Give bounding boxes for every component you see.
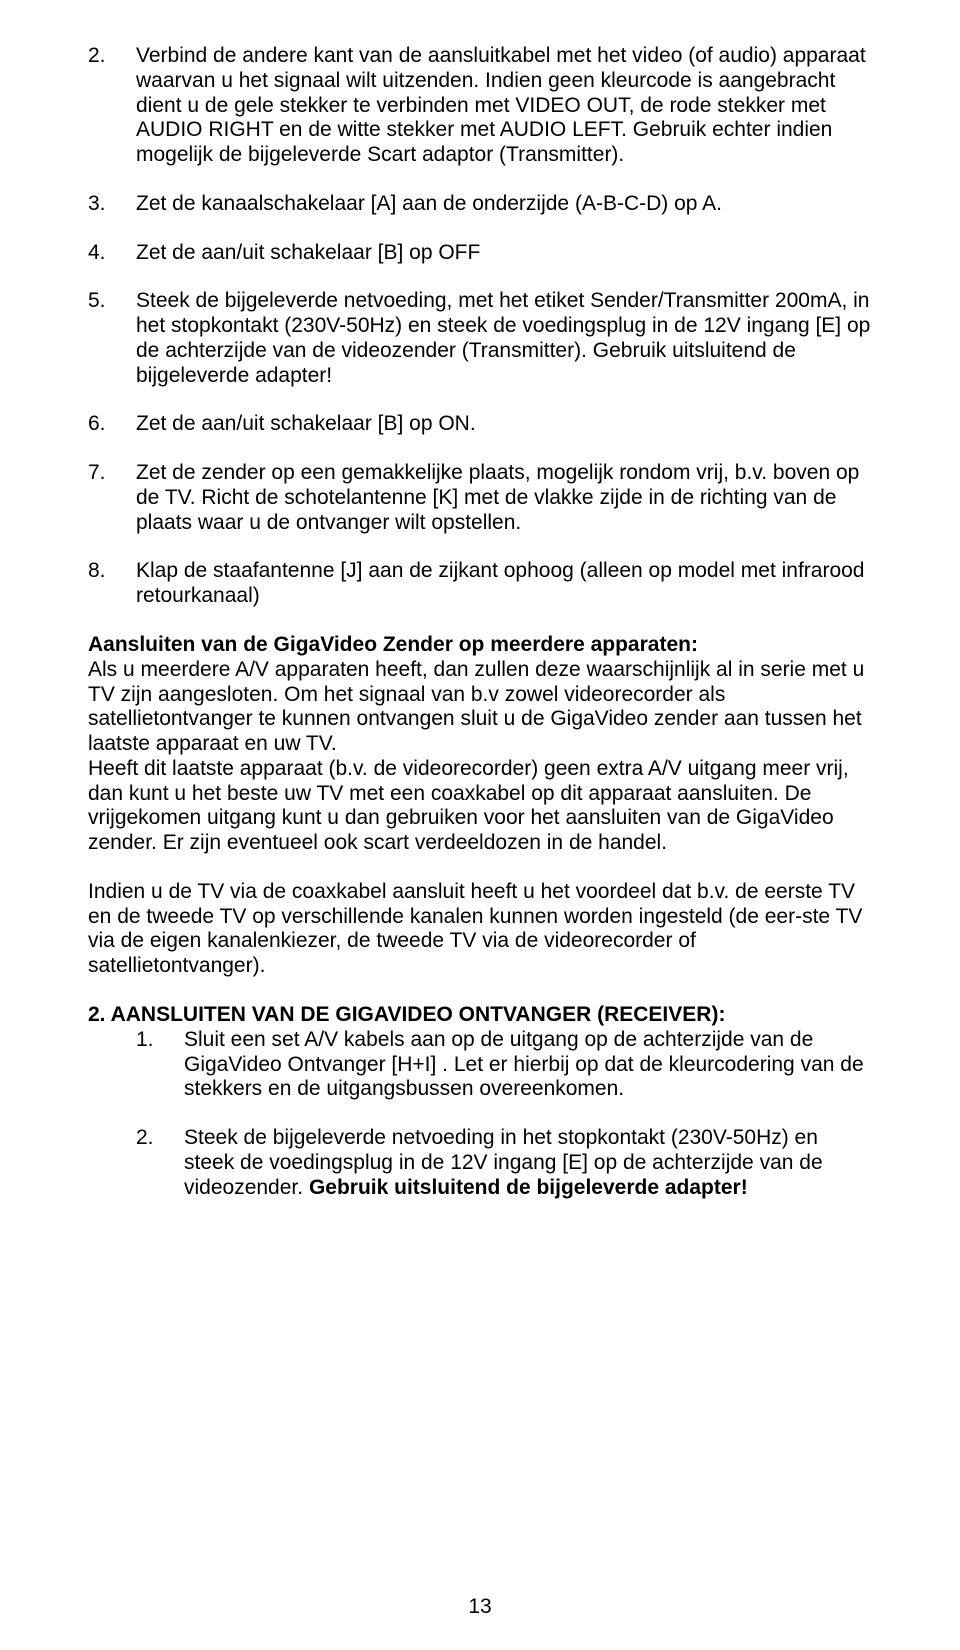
list-text: Zet de zender op een gemakkelijke plaats… [136,461,872,535]
list-number: 7. [88,461,136,535]
section-paragraph-2: Indien u de TV via de coaxkabel aansluit… [88,880,872,979]
list-number: 6. [88,412,136,437]
list-text: Sluit een set A/V kabels aan op de uitga… [184,1028,872,1102]
list-item: 1. Sluit een set A/V kabels aan op de ui… [88,1028,872,1102]
instruction-list-1: 2. Verbind de andere kant van de aanslui… [88,44,872,609]
list-text: Steek de bijgeleverde netvoeding in het … [184,1126,872,1200]
list-item: 3. Zet de kanaalschakelaar [A] aan de on… [88,192,872,217]
list-text-bold: Gebruik uitsluitend de bijgeleverde adap… [309,1176,748,1199]
list-item: 4. Zet de aan/uit schakelaar [B] op OFF [88,241,872,266]
list-item: 2. Verbind de andere kant van de aanslui… [88,44,872,168]
list-number: 5. [88,289,136,388]
list-number: 2. [88,44,136,168]
list-text: Steek de bijgeleverde netvoeding, met he… [136,289,872,388]
list-item: 5. Steek de bijgeleverde netvoeding, met… [88,289,872,388]
list-number: 4. [88,241,136,266]
instruction-list-2: 1. Sluit een set A/V kabels aan op de ui… [88,1028,872,1201]
list-number: 1. [136,1028,184,1102]
list-text: Zet de kanaalschakelaar [A] aan de onder… [136,192,872,217]
list-text: Verbind de andere kant van de aansluitka… [136,44,872,168]
page-number: 13 [0,1595,960,1620]
list-text: Klap de staafantenne [J] aan de zijkant … [136,559,872,609]
list-number: 2. [136,1126,184,1200]
receiver-heading: 2. AANSLUITEN VAN DE GIGAVIDEO ONTVANGER… [88,1003,872,1028]
list-item: 6. Zet de aan/uit schakelaar [B] op ON. [88,412,872,437]
list-text: Zet de aan/uit schakelaar [B] op OFF [136,241,872,266]
list-number: 3. [88,192,136,217]
list-item: 7. Zet de zender op een gemakkelijke pla… [88,461,872,535]
list-item: 8. Klap de staafantenne [J] aan de zijka… [88,559,872,609]
document-page: 2. Verbind de andere kant van de aanslui… [0,0,960,1650]
list-text: Zet de aan/uit schakelaar [B] op ON. [136,412,872,437]
section-multiple-devices: Aansluiten van de GigaVideo Zender op me… [88,633,872,979]
section-paragraph-1b: Heeft dit laatste apparaat (b.v. de vide… [88,757,872,856]
list-item: 2. Steek de bijgeleverde netvoeding in h… [88,1126,872,1200]
section-paragraph-1: Als u meerdere A/V apparaten heeft, dan … [88,658,872,757]
list-number: 8. [88,559,136,609]
section-heading: Aansluiten van de GigaVideo Zender op me… [88,633,872,658]
